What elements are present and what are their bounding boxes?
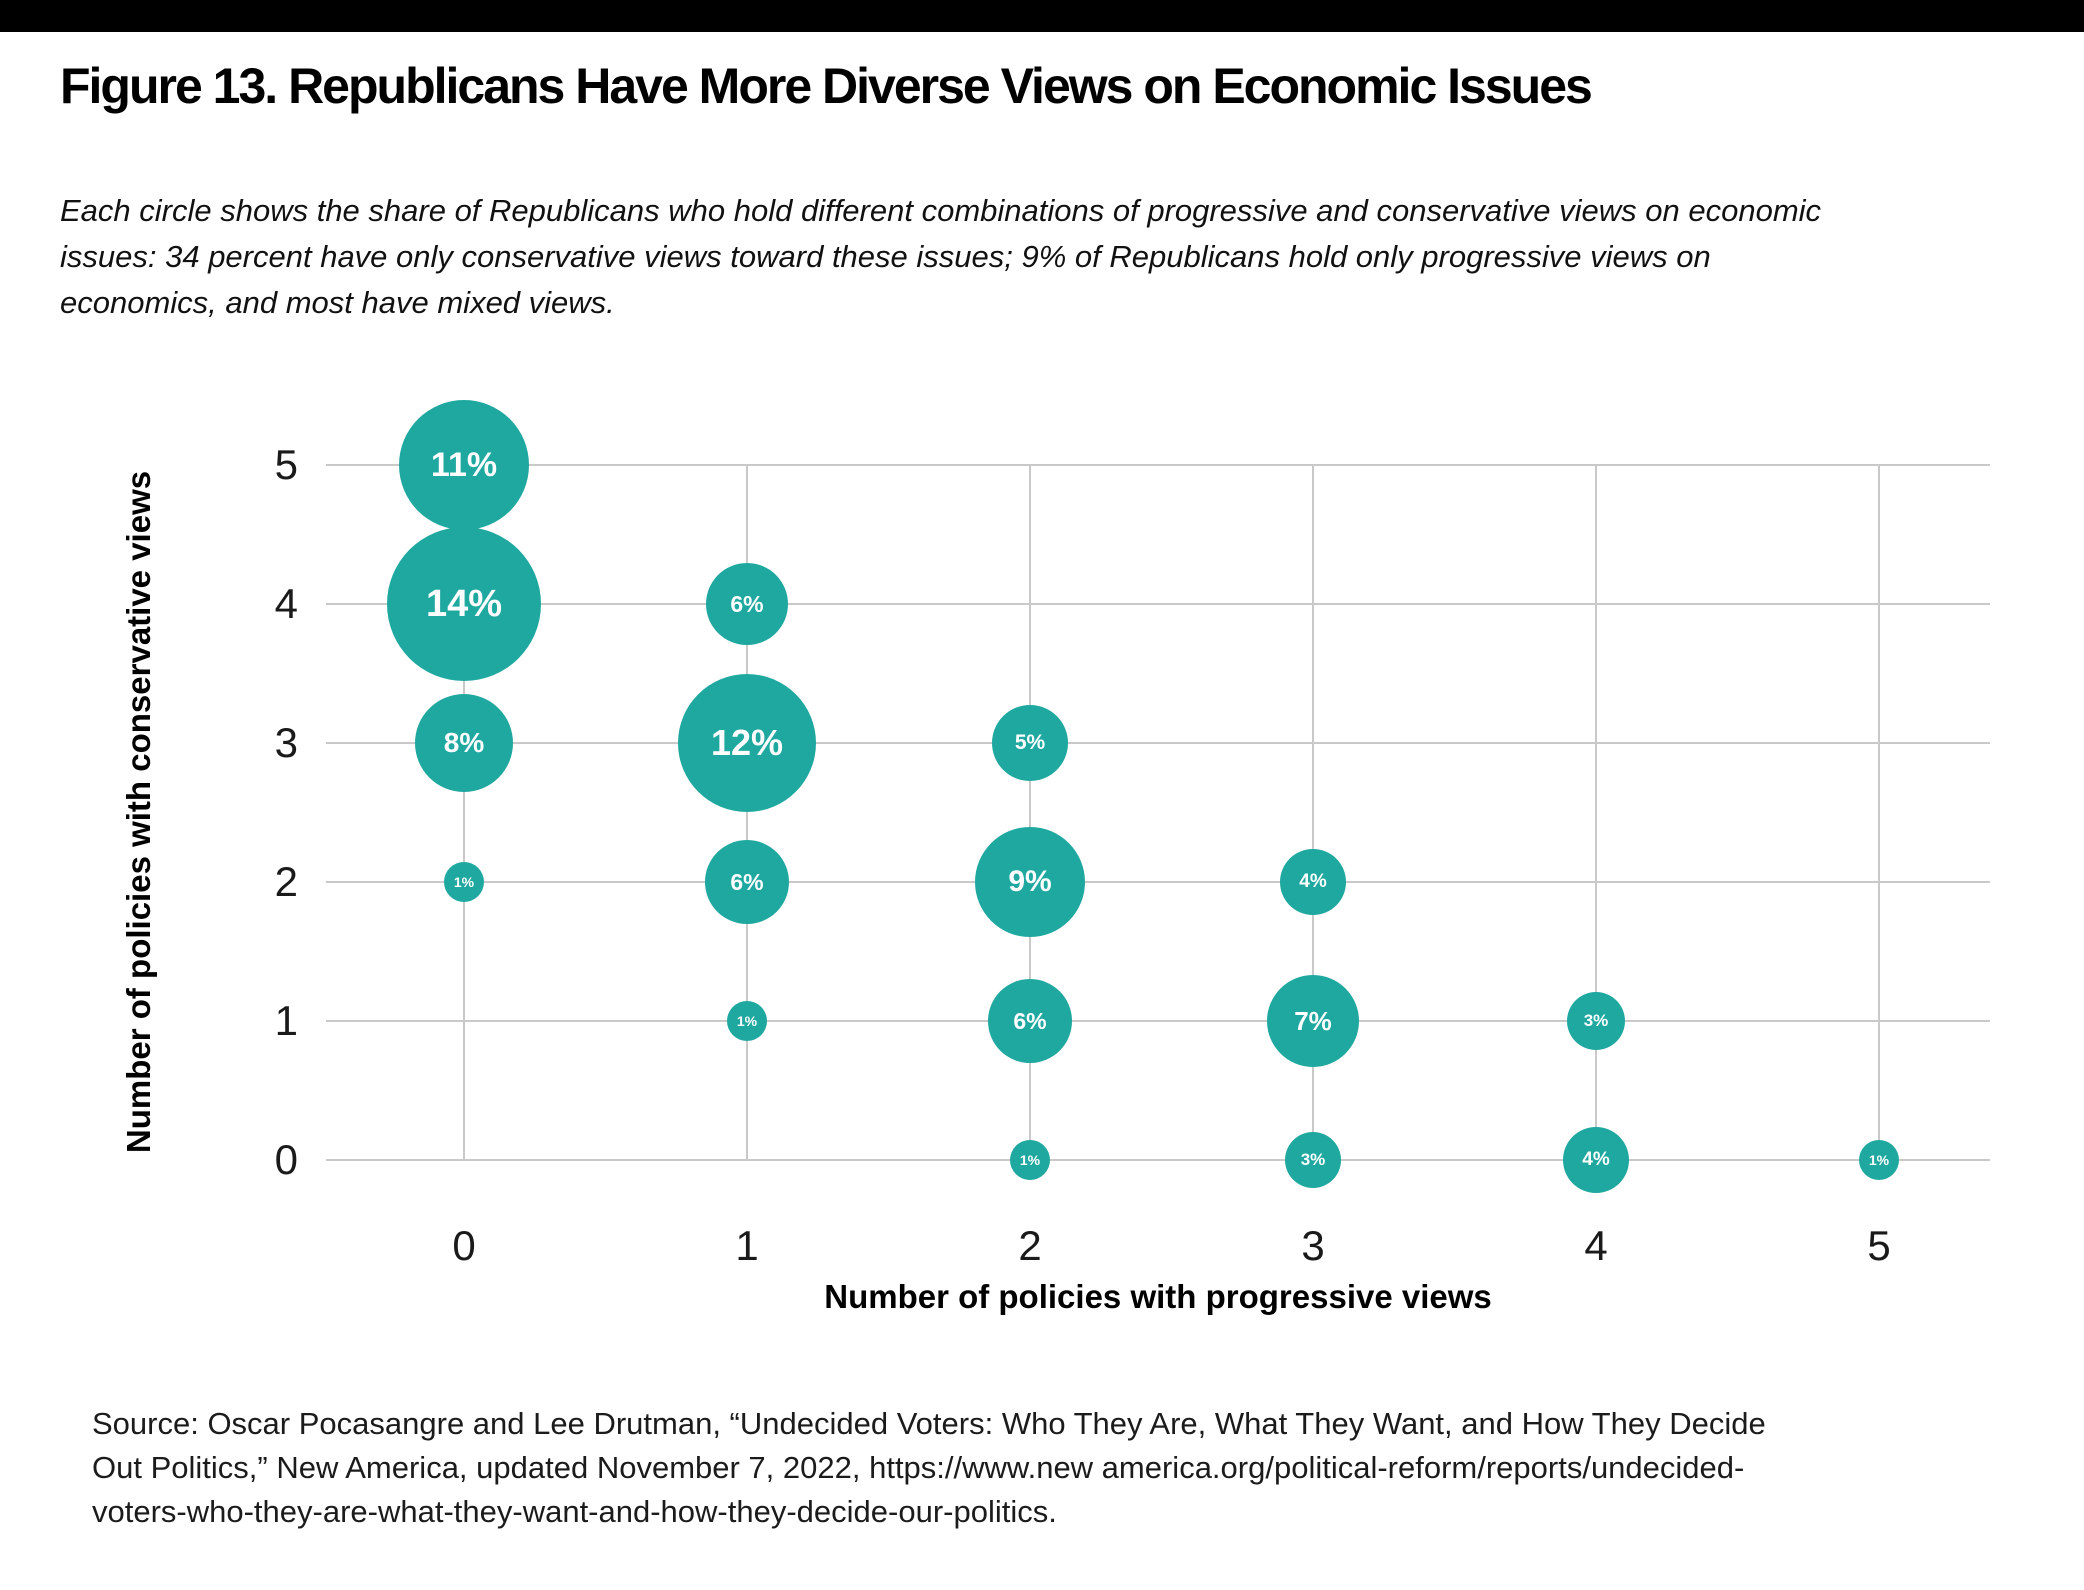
bubble-value-label: 12% [710,722,784,763]
horizontal-gridline [326,742,1990,744]
bubble: 4% [1280,849,1346,915]
subtitle-line: economics, and most have mixed views. [60,285,615,320]
horizontal-gridline [326,881,1990,883]
x-axis-title: Number of policies with progressive view… [824,1278,1492,1315]
y-axis-title: Number of policies with conservative vie… [120,470,157,1154]
bubble: 5% [992,705,1068,781]
bubble-value-label: 1% [1019,1152,1041,1168]
bubble-value-label: 11% [430,445,498,484]
bubble-value-label: 4% [1299,871,1327,892]
x-tick-label: 3 [1301,1222,1325,1269]
bubble-value-label: 6% [730,868,764,895]
bubble-value-label: 1% [1868,1152,1890,1168]
source-line: Source: Oscar Pocasangre and Lee Drutman… [92,1406,1766,1441]
bubble-value-label: 4% [1582,1149,1610,1170]
subtitle-line: Each circle shows the share of Republica… [60,193,1822,228]
x-tick-label: 0 [452,1222,476,1269]
bubble: 12% [678,674,816,812]
horizontal-gridline [326,1159,1990,1161]
bubble: 3% [1567,992,1625,1050]
bubble-value-label: 8% [443,727,485,758]
bubble-value-label: 6% [730,590,764,617]
vertical-gridline [1029,465,1031,1160]
source-line: voters-who-they-are-what-they-want-and-h… [92,1494,1057,1529]
bubble: 3% [1285,1132,1341,1188]
bubble: 1% [444,862,484,902]
source-line: Out Politics,” New America, updated Nove… [92,1450,1745,1485]
x-tick-label: 4 [1584,1222,1608,1269]
y-tick-label: 5 [274,441,298,488]
bubble: 6% [705,840,789,924]
y-tick-label: 3 [274,719,298,766]
x-tick-label: 2 [1018,1222,1042,1269]
bubble-value-label: 3% [1300,1150,1326,1169]
x-tick-label: 1 [735,1222,759,1269]
y-tick-label: 2 [274,858,298,905]
bubble-value-label: 9% [1008,865,1052,898]
y-tick-label: 0 [274,1136,298,1183]
vertical-gridline [1595,465,1597,1160]
bubble: 7% [1267,975,1359,1067]
bubble-value-label: 3% [1583,1011,1609,1030]
bubble: 8% [415,694,513,792]
horizontal-gridline [326,1020,1990,1022]
bubble: 14% [387,527,541,681]
top-bar [0,0,2084,32]
bubble: 11% [399,400,529,530]
bubble-value-label: 1% [736,1013,758,1029]
bubble: 1% [727,1001,767,1041]
x-tick-label: 5 [1867,1222,1891,1269]
bubble: 1% [1859,1140,1899,1180]
horizontal-gridline [326,603,1990,605]
vertical-gridline [1878,465,1880,1160]
bubble: 6% [988,979,1072,1063]
figure-title: Figure 13. Republicans Have More Diverse… [60,58,1593,114]
bubble-value-label: 1% [453,874,475,890]
bubble: 9% [975,827,1085,937]
bubble: 4% [1563,1127,1629,1193]
bubble-value-label: 7% [1294,1005,1332,1036]
vertical-gridline [746,465,748,1160]
vertical-gridline [463,465,465,1160]
horizontal-gridline [326,464,1990,466]
bubble-value-label: 6% [1013,1007,1047,1034]
bubble-value-label: 5% [1014,731,1046,754]
y-tick-label: 4 [274,580,298,627]
bubble: 6% [706,563,788,645]
bubble-value-label: 14% [425,582,503,625]
subtitle-line: issues: 34 percent have only conservativ… [60,239,1711,274]
source-note: Source: Oscar Pocasangre and Lee Drutman… [92,1402,2082,1534]
figure-subtitle: Each circle shows the share of Republica… [60,188,2050,326]
vertical-gridline [1312,465,1314,1160]
y-tick-label: 1 [274,997,298,1044]
bubble: 1% [1010,1140,1050,1180]
